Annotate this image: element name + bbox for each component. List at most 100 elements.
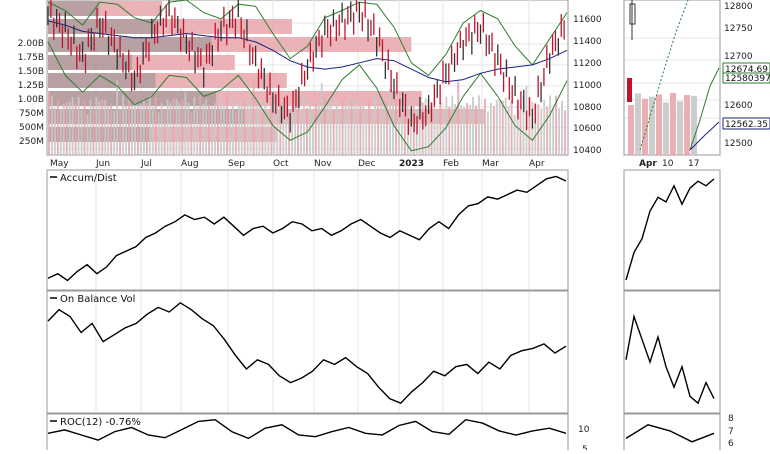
- volume-bar: [498, 99, 501, 155]
- price-tick-label: 11000: [573, 81, 602, 91]
- volume-bar: [136, 106, 139, 155]
- volume-bar: [329, 96, 332, 155]
- price-tick-label: 11200: [573, 59, 602, 69]
- price-lines: [47, 0, 568, 152]
- zoom-volume-bar: [642, 98, 648, 155]
- zoom-price-tick-label: 12600: [724, 101, 753, 111]
- volume-bar: [344, 106, 347, 155]
- accum-dist-panel: [46, 169, 569, 291]
- volume-axis-label: 1.75B: [18, 53, 44, 63]
- volume-bar: [448, 107, 451, 155]
- volume-bar: [311, 109, 314, 155]
- volume-bar: [231, 98, 234, 155]
- volume-bar: [347, 97, 350, 155]
- volume-bar: [478, 95, 480, 155]
- volume-bar: [558, 108, 561, 155]
- volume-bar: [166, 99, 169, 155]
- zoom-x-tick-label: 10: [662, 159, 674, 169]
- volume-bar: [125, 106, 128, 155]
- roc-tick-label: 10: [578, 425, 590, 435]
- x-tick-label: Apr: [529, 159, 545, 169]
- volume-bar: [317, 102, 320, 155]
- volume-bar: [294, 107, 297, 155]
- volume-bar: [95, 97, 98, 155]
- volume-bar: [353, 99, 356, 155]
- price-tick-label: 10800: [573, 103, 602, 113]
- volume-bar: [403, 106, 406, 155]
- zoom-volume-bar: [670, 93, 676, 155]
- volume-bar: [377, 106, 380, 155]
- volume-bar: [501, 100, 504, 155]
- volume-bar: [261, 114, 264, 155]
- volume-bar: [77, 96, 80, 155]
- volume-bar: [320, 83, 323, 155]
- volume-bar: [454, 103, 457, 155]
- zoom-volume-bar: [628, 105, 634, 155]
- volume-bar: [205, 99, 208, 155]
- volume-bar: [184, 92, 187, 155]
- volume-bar: [335, 101, 338, 155]
- obv-zoom-series: [625, 313, 715, 405]
- volume-bar: [297, 95, 300, 155]
- volume-bar: [65, 102, 68, 155]
- volume-bar: [513, 114, 516, 155]
- volume-bar: [267, 110, 270, 155]
- volume-bar: [445, 96, 448, 155]
- volume-bar: [50, 95, 53, 155]
- volume-bar: [291, 100, 294, 155]
- volume-bar: [418, 99, 421, 155]
- volume-bar: [92, 106, 95, 155]
- volume-bar: [469, 105, 472, 155]
- volume-bar: [134, 103, 136, 155]
- volume-bar: [187, 102, 190, 155]
- volume-bar: [362, 103, 365, 155]
- obv-panel: [46, 290, 569, 414]
- volume-bar: [175, 98, 178, 155]
- volume-bar: [531, 102, 534, 155]
- volume-bar: [211, 106, 214, 155]
- roc-title: ROC(12) -0.76%: [60, 417, 141, 428]
- roc-zoom-tick-label: 7: [728, 427, 734, 437]
- volume-bar: [285, 103, 288, 155]
- volume-bar: [436, 110, 439, 155]
- volume-bar: [519, 110, 522, 155]
- volume-bar: [270, 96, 273, 155]
- volume-bar: [172, 98, 175, 155]
- x-axis: May Jun Jul Aug Sep Oct Nov Dec 2023 Feb…: [50, 159, 545, 169]
- zoom-price-tick-label: 12700: [724, 52, 753, 62]
- price-tick-label: 11600: [573, 15, 602, 25]
- volume-by-price-bar-segment: [48, 73, 156, 88]
- volume-bar: [252, 79, 255, 155]
- x-tick-label: Jun: [95, 159, 110, 169]
- volume-bar: [89, 99, 92, 155]
- volume-bar: [341, 99, 344, 155]
- roc-tick-label: 5: [582, 445, 588, 450]
- volume-bar: [371, 109, 374, 155]
- obv-zoom-line: [625, 313, 715, 405]
- x-tick-label: Feb: [443, 159, 459, 169]
- volume-bar: [249, 100, 252, 155]
- volume-bar: [424, 98, 427, 155]
- volume-bar: [151, 106, 154, 155]
- volume-bar: [222, 105, 225, 155]
- zoom-price-marks: [625, 0, 720, 155]
- volume-bar: [389, 88, 391, 155]
- accum-dist-title: Accum/Dist: [60, 173, 117, 184]
- volume-bar: [48, 91, 50, 155]
- volume-bar: [116, 80, 119, 155]
- volume-bars: [48, 79, 566, 155]
- accum-dist-zoom-line: [625, 178, 715, 281]
- obv-series: [47, 301, 567, 405]
- price-tick-label: 11400: [573, 37, 602, 47]
- price-label: 12580397: [725, 74, 770, 84]
- x-tick-label: Dec: [358, 159, 375, 169]
- volume-bar: [409, 113, 412, 155]
- volume-bar: [279, 101, 282, 155]
- volume-bar: [258, 100, 261, 155]
- volume-bar: [457, 81, 460, 155]
- roc-zoom-axis: 8 7 6: [728, 414, 734, 449]
- volume-bar: [460, 105, 463, 155]
- volume-bar: [148, 95, 151, 155]
- volume-bar: [561, 100, 563, 155]
